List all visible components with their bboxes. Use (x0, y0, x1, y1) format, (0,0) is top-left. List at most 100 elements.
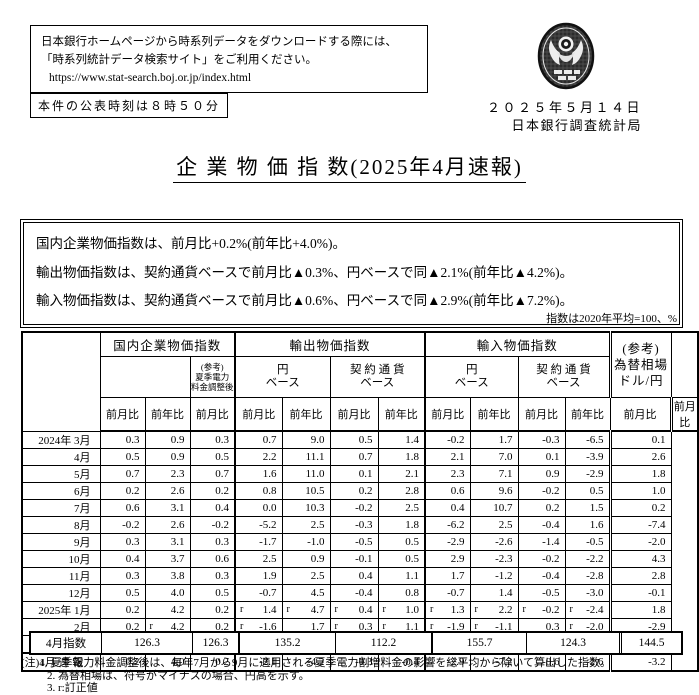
data-cell: 1.5 (564, 498, 611, 517)
data-cell: 1.6 (234, 464, 283, 483)
measure-header-11: 前月比 (609, 397, 672, 432)
fx-rate-column-header: (参考) 為替相場 ドル/円 (608, 331, 672, 398)
data-cell: 0.3 (99, 532, 146, 551)
cell-value: -2.0 (586, 620, 604, 633)
cell-value: -0.4 (401, 655, 419, 668)
cell-value: 2.6 (170, 518, 185, 531)
data-cell: 0.5 (189, 583, 236, 602)
cell-value: -0.4 (355, 586, 373, 599)
index-level-cell: 124.3 (526, 633, 619, 653)
index-level-cell: 112.2 (335, 633, 431, 653)
cell-value: 4.0 (170, 586, 185, 599)
data-cell: -2.0 (608, 532, 672, 551)
footnote-2: 2. 為替相場は、符号がマイナスの場合、円高を示す。 (47, 669, 310, 682)
data-cell: 0.2 (329, 481, 379, 500)
download-notice-box: 日本銀行ホームページから時系列データをダウンロードする際には、 「時系列統計デー… (30, 25, 428, 93)
cell-value: -1.4 (542, 535, 560, 548)
index-base-note: 指数は2020年平均=100、% (546, 313, 677, 325)
cell-value: -0.2 (542, 603, 560, 616)
data-cell: 2.6 (144, 515, 191, 534)
release-time-box: 本件の公表時刻は８時５０分 (30, 93, 229, 118)
cell-value: 0.6 (450, 484, 465, 497)
data-cell: 0.6 (424, 481, 471, 500)
measure-header-7: 前月比 (424, 397, 471, 432)
revision-marker: r (569, 603, 573, 615)
data-cell: 7.1 (469, 464, 519, 483)
data-cell: 0.2 (99, 600, 146, 619)
cell-value: 0.1 (651, 433, 666, 446)
data-cell: 2.2 (234, 447, 283, 466)
data-cell: 3.1 (144, 498, 191, 517)
cell-value: 4.0 (170, 655, 185, 668)
data-cell: -3.9 (564, 447, 611, 466)
cell-value: -4.2 (307, 655, 325, 668)
row-label: 2025年 1月 (21, 600, 101, 619)
cell-value: 0.4 (125, 552, 140, 565)
data-cell: -6.5 (564, 430, 611, 449)
measure-header-1: 前年比 (144, 397, 191, 432)
data-cell: r -2.4 (564, 600, 611, 619)
data-cell: -2.6 (564, 651, 611, 671)
data-cell: 2.3 (424, 464, 471, 483)
cell-value: -7.2 (495, 655, 513, 668)
cell-value: 3.1 (170, 501, 185, 514)
cell-value: 0.3 (215, 433, 229, 446)
cell-value: 4.2 (170, 620, 185, 633)
table-row: 9月 0.3 3.1 0.3 -1.7 -1.0 -0.5 0.5 -2.9 -2.6 -1.4 -0… (21, 532, 698, 551)
cell-value: -7.4 (648, 518, 666, 531)
data-cell: 1.0 (608, 481, 672, 500)
cell-value: 0.3 (545, 620, 560, 633)
measure-header-6: 前年比 (377, 397, 426, 432)
cell-value: -1.6 (259, 620, 277, 633)
data-cell: -0.5 (329, 532, 379, 551)
cell-value: 2.6 (170, 484, 185, 497)
data-cell: -0.4 (329, 583, 379, 602)
revision-marker: r (474, 603, 478, 615)
cell-value: -0.5 (542, 586, 560, 599)
cell-value: 2.5 (310, 518, 325, 531)
revision-marker: r (240, 620, 244, 632)
boj-seal-icon (537, 22, 595, 92)
cell-value: -0.1 (355, 552, 373, 565)
data-cell: r 1.3 (424, 600, 471, 619)
cell-value: 0.2 (545, 501, 560, 514)
cell-value: -0.7 (259, 586, 277, 599)
group-header-0: 国内企業物価指数 (99, 331, 236, 357)
cell-value: 0.3 (125, 569, 140, 582)
cell-value: 1.7 (498, 433, 513, 446)
data-cell: 3.7 (144, 549, 191, 568)
data-cell: 0.9 (281, 549, 331, 568)
data-cell: 2.6 (608, 447, 672, 466)
data-cell: 0.7 (234, 430, 283, 449)
data-cell: r 2.2 (469, 600, 519, 619)
data-cell: -6.2 (424, 515, 471, 534)
data-cell: 4.0 (144, 583, 191, 602)
cell-value: 4.3 (651, 552, 666, 565)
data-cell: 0.3 (99, 566, 146, 585)
cell-value: 4.7 (310, 603, 325, 616)
cell-value: 2.1 (405, 467, 419, 480)
footnote-3: 3. r:訂正値 (47, 682, 98, 694)
cell-value: 1.5 (589, 501, 604, 514)
data-cell: 1.9 (234, 566, 283, 585)
cell-value: -0.1 (648, 586, 666, 599)
data-cell: -0.7 (234, 583, 283, 602)
data-cell: 0.5 (564, 481, 611, 500)
cell-value: 1.8 (651, 603, 666, 616)
index-level-cell: 126.3 (101, 633, 192, 653)
cell-value: 0.2 (125, 655, 140, 668)
summary-line-import: 輸入物価指数は、契約通貨ベースで前月比▲0.6%、円ベースで同▲2.9%(前年比… (36, 293, 574, 308)
cell-value: 0.2 (125, 603, 140, 616)
data-cell: 0.3 (189, 430, 236, 449)
revision-marker: r (430, 603, 434, 615)
cell-value: 1.4 (405, 433, 419, 446)
data-cell: 0.1 (329, 464, 379, 483)
index-level-cell: 144.5 (619, 633, 681, 653)
data-cell: -0.2 (99, 515, 146, 534)
cell-value: 0.9 (170, 433, 185, 446)
data-cell: -2.3 (469, 549, 519, 568)
cell-value: -0.6 (542, 655, 560, 668)
table-row: 6月 0.2 2.6 0.2 0.8 10.5 0.2 2.8 0.6 9.6 -0.2 0.5 1.0 (21, 481, 698, 500)
revision-marker: r (474, 620, 478, 632)
measure-header-0: 前月比 (99, 397, 146, 432)
